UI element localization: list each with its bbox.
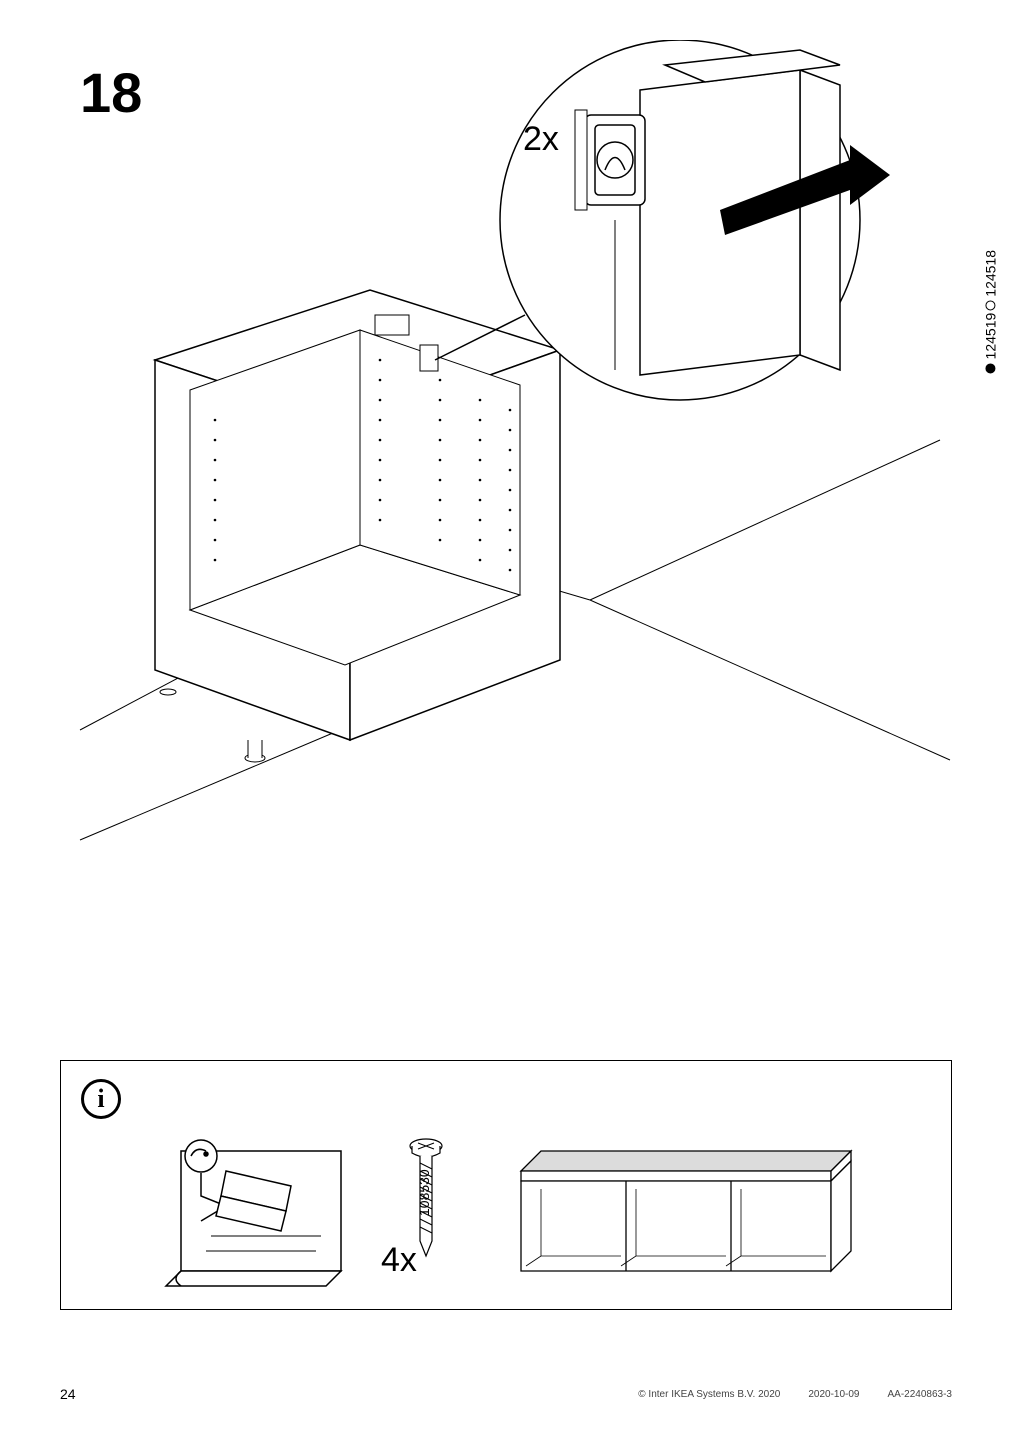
marker-open-icon xyxy=(985,301,995,311)
page-footer: 24 © Inter IKEA Systems B.V. 2020 2020-1… xyxy=(60,1386,952,1402)
footer-copyright: © Inter IKEA Systems B.V. 2020 xyxy=(638,1389,780,1400)
callout-quantity: 2x xyxy=(523,120,559,159)
footer-doc-id: AA-2240863-3 xyxy=(888,1389,953,1400)
screw-code: 108530 xyxy=(416,1169,432,1216)
main-diagram xyxy=(60,40,952,860)
part-code-row: 124519 xyxy=(982,313,999,374)
page-number: 24 xyxy=(60,1386,76,1402)
instruction-page: 18 xyxy=(0,0,1012,1432)
part-code-text: 124519 xyxy=(982,313,999,360)
part-codes: 124518 124519 xyxy=(982,250,999,373)
marker-filled-icon xyxy=(985,363,995,373)
booklet-icon xyxy=(166,1140,341,1286)
footer-date: 2020-10-09 xyxy=(808,1389,859,1400)
info-box: i xyxy=(60,1060,952,1310)
worktop-diagram xyxy=(521,1151,851,1271)
screw-quantity: 4x xyxy=(381,1241,417,1280)
info-icon: i xyxy=(81,1079,121,1119)
part-code-text: 124518 xyxy=(982,250,999,297)
info-box-diagram xyxy=(131,1111,911,1291)
part-code-row: 124518 xyxy=(982,250,999,311)
